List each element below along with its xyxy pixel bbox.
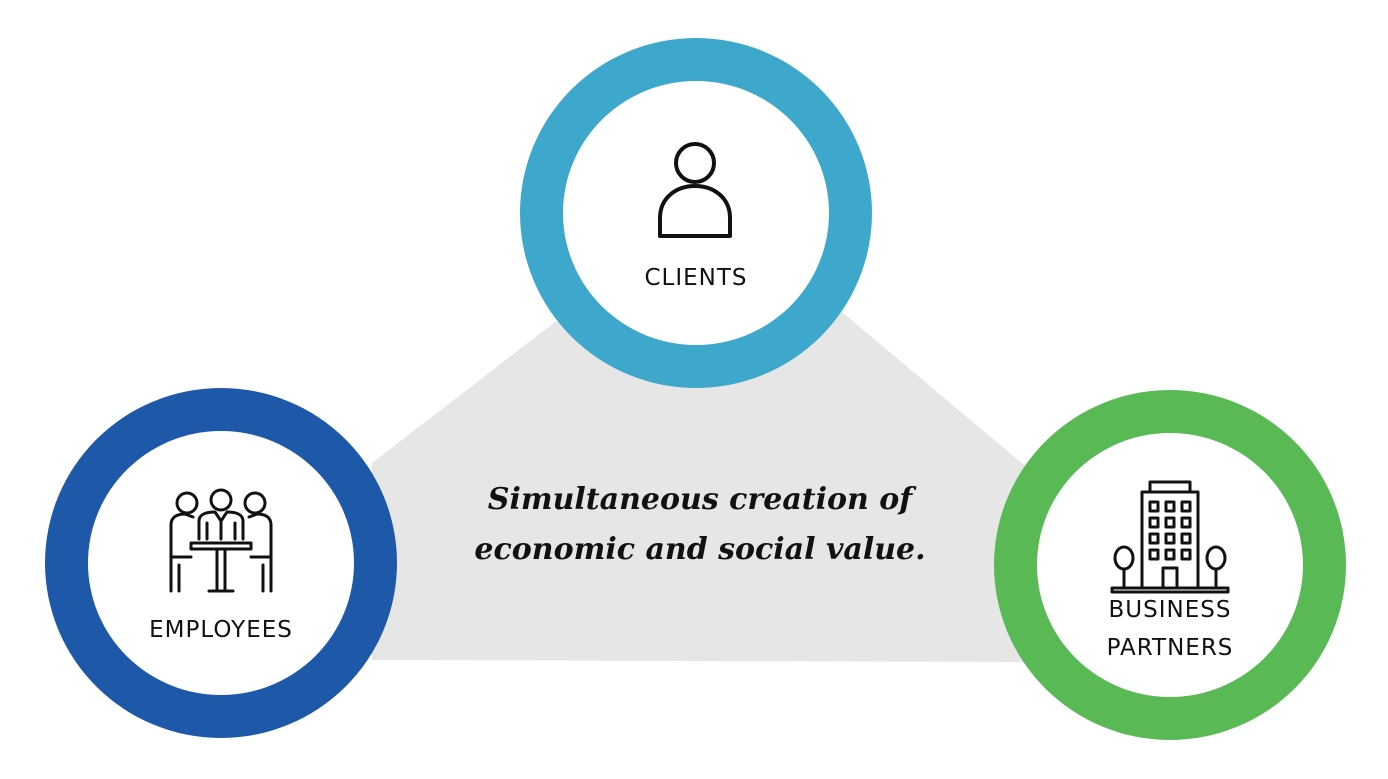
caption-line-1: Simultaneous creation of (487, 482, 913, 517)
caption-line-2: economic and social value. (474, 532, 926, 567)
business-partners-label-line-2: PARTNERS (1106, 635, 1234, 661)
employees-label: EMPLOYEES (149, 617, 293, 643)
clients-label: CLIENTS (644, 265, 748, 291)
team-meeting-icon (169, 488, 273, 593)
person-icon (658, 142, 732, 238)
business-partners-label-line-1: BUSINESS (1108, 597, 1232, 623)
office-building-icon (1110, 480, 1230, 594)
